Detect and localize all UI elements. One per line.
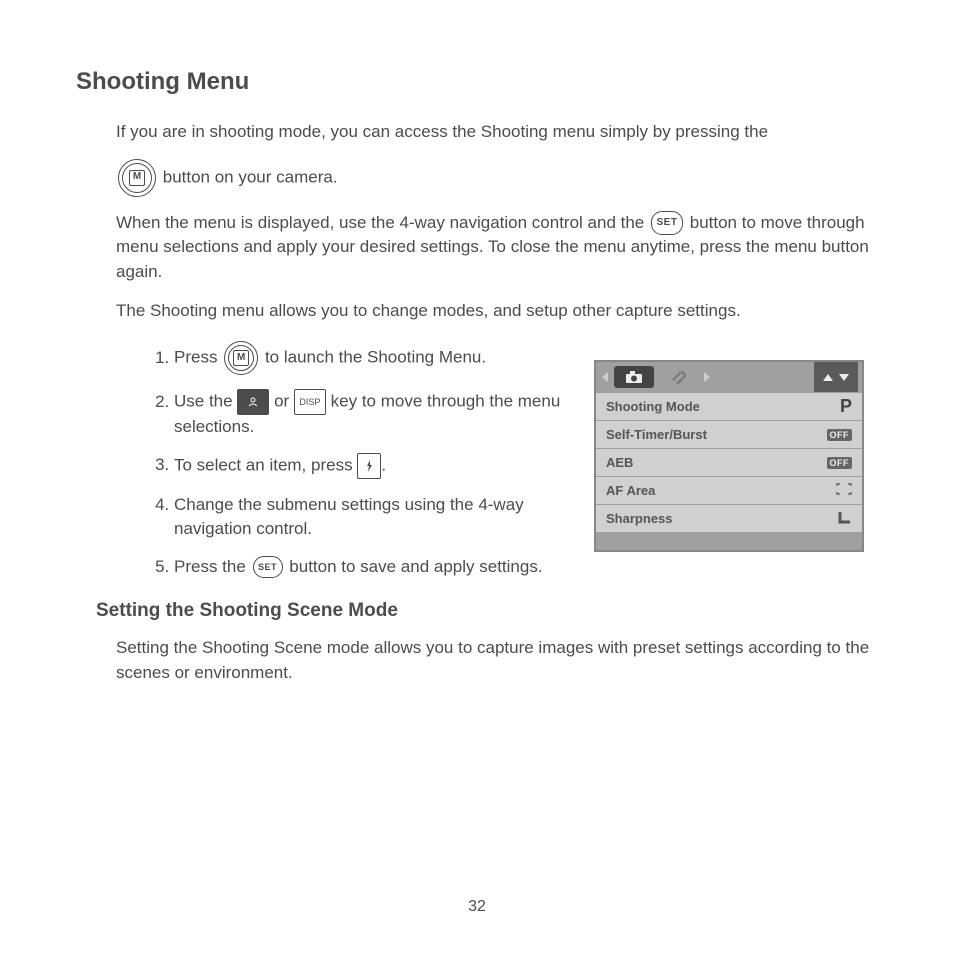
menu-footer [596, 532, 862, 550]
paragraph-2: When the menu is displayed, use the 4-wa… [116, 211, 878, 285]
menu-row-value: OFF [827, 429, 853, 441]
menu-row-label: Shooting Mode [606, 399, 700, 414]
page-title: Shooting Menu [76, 68, 878, 96]
step-1-a: Press [174, 348, 217, 367]
step-5-a: Press the [174, 557, 246, 576]
macro-key-icon [237, 389, 269, 415]
menu-row-label: AEB [606, 455, 633, 470]
step-3: To select an item, press . [174, 453, 578, 479]
step-3-a: To select an item, press [174, 455, 353, 474]
menu-row-value: OFF [827, 457, 853, 469]
camera-menu-preview: Shooting ModePSelf-Timer/BurstOFFAEBOFFA… [594, 360, 864, 552]
set-button-icon: SET [651, 211, 683, 235]
menu-row-value [836, 483, 852, 498]
menu-row-value [838, 510, 852, 527]
intro-text-before: If you are in shooting mode, you can acc… [116, 122, 768, 141]
menu-row: Self-Timer/Burst OFF [596, 420, 862, 448]
tab-wrench [658, 366, 698, 388]
menu-row-value: P [840, 396, 852, 417]
menu-row: AEB OFF [596, 448, 862, 476]
step-2-b: or [274, 392, 289, 411]
step-1-b: to launch the Shooting Menu. [265, 348, 486, 367]
intro-text-after: button on your camera. [163, 167, 338, 186]
menu-tab-bar [596, 362, 862, 392]
para2-before: When the menu is displayed, use the 4-wa… [116, 213, 644, 232]
tab-camera [614, 366, 654, 388]
step-4: Change the submenu settings using the 4-… [174, 493, 578, 541]
step-1: Press M to launch the Shooting Menu. [174, 341, 578, 375]
step-2-a: Use the [174, 392, 233, 411]
step-5-b: button to save and apply settings. [289, 557, 542, 576]
menu-row: AF Area [596, 476, 862, 504]
tab-right-arrow-icon [704, 372, 710, 382]
step-2: Use the or DISP key to move through the … [174, 389, 578, 439]
sub-paragraph: Setting the Shooting Scene mode allows y… [116, 636, 878, 685]
intro-paragraph-2: M button on your camera. [116, 159, 878, 197]
step-3-b: . [381, 455, 386, 474]
menu-row-label: AF Area [606, 483, 655, 498]
menu-button-icon: M [118, 159, 156, 197]
menu-button-label: M [129, 170, 145, 186]
intro-paragraph: If you are in shooting mode, you can acc… [116, 120, 878, 145]
menu-row-label: Self-Timer/Burst [606, 427, 707, 442]
step-5: Press the SET button to save and apply s… [174, 555, 578, 579]
menu-button-label: M [233, 350, 249, 366]
menu-button-icon: M [224, 341, 258, 375]
menu-row: Shooting Mode P [596, 392, 862, 420]
paragraph-3: The Shooting menu allows you to change m… [116, 299, 878, 324]
page-number: 32 [0, 898, 954, 916]
flash-key-icon [357, 453, 381, 479]
scroll-arrows-icon [814, 362, 858, 392]
steps-list: Press M to launch the Shooting Menu. Use… [146, 341, 578, 578]
menu-row-label: Sharpness [606, 511, 672, 526]
set-button-icon: SET [253, 556, 283, 578]
tab-left-arrow-icon [602, 372, 608, 382]
disp-key-icon: DISP [294, 389, 326, 415]
subheading: Setting the Shooting Scene Mode [96, 600, 878, 622]
menu-row: Sharpness [596, 504, 862, 532]
